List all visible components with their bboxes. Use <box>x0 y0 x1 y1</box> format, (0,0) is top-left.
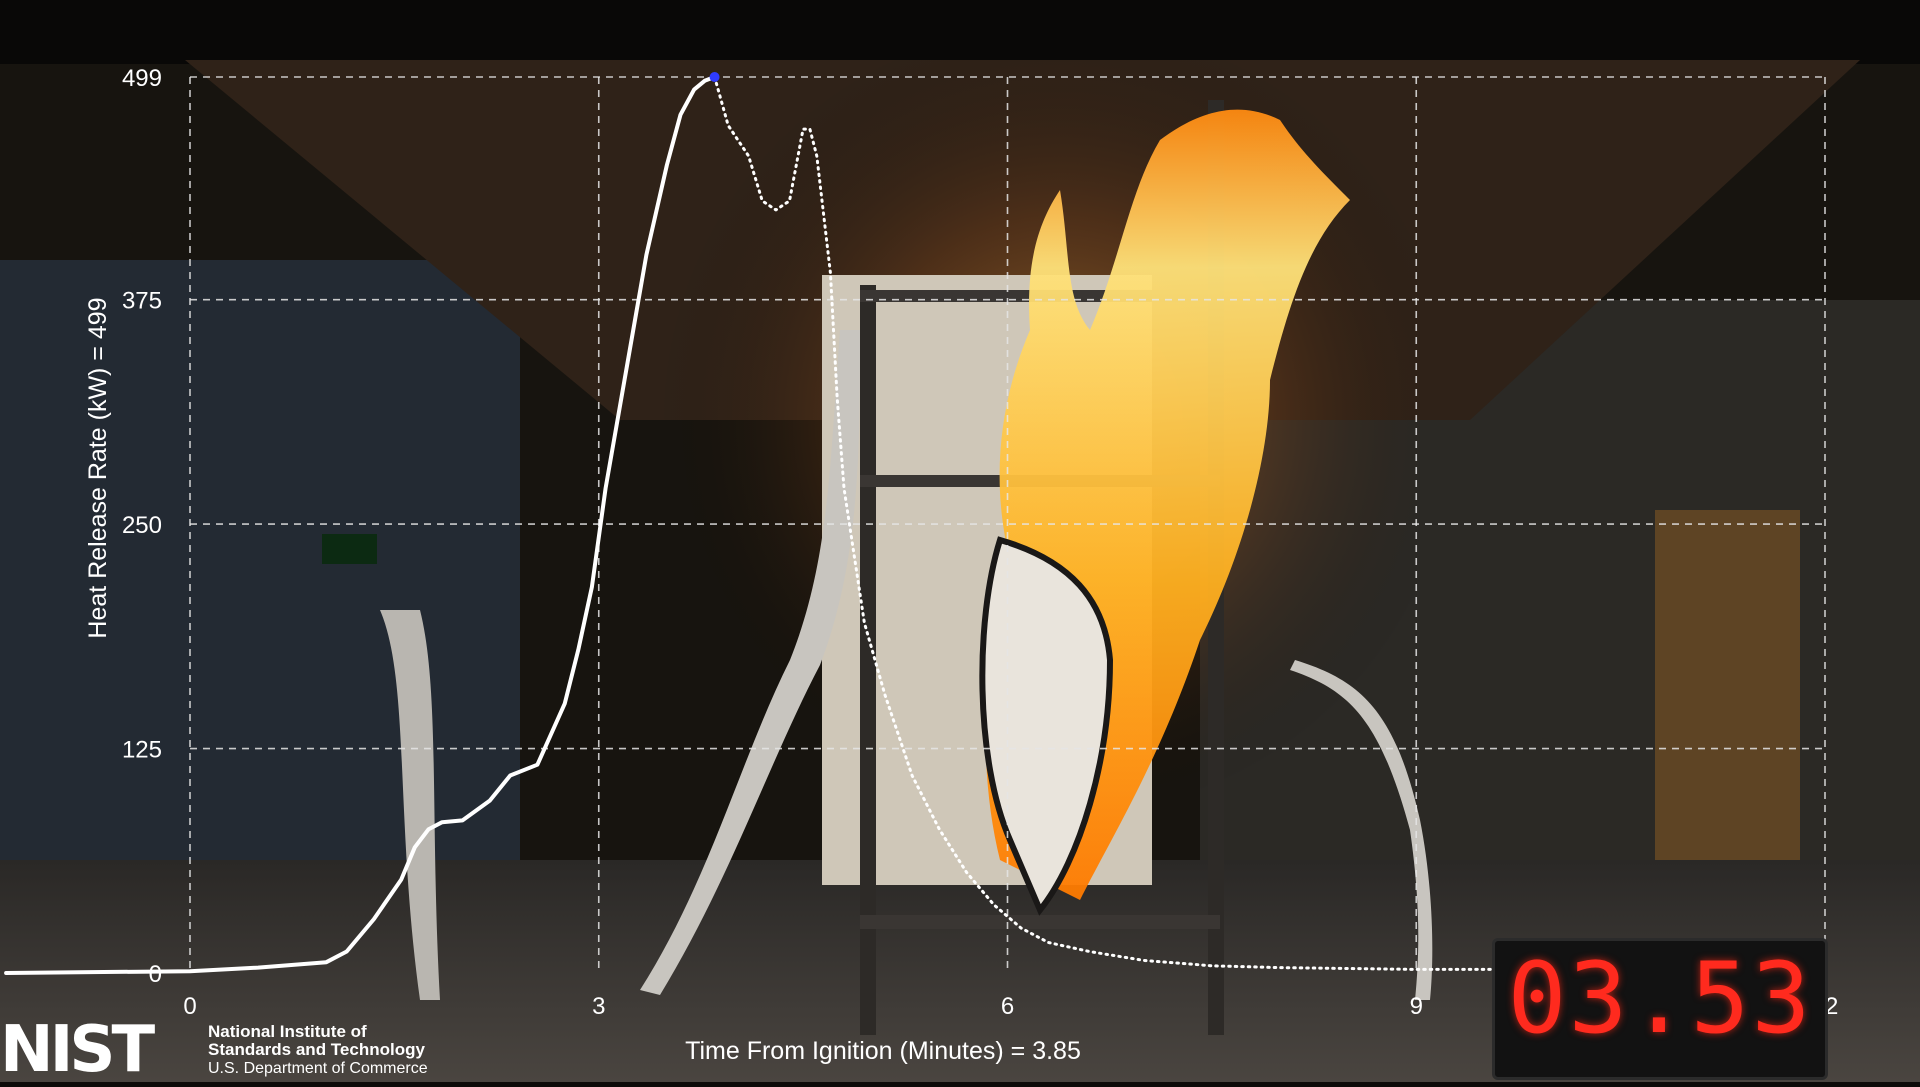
nist-logo-line-2: Standards and Technology <box>208 1040 425 1059</box>
y-tick-label-4: 499 <box>122 65 162 92</box>
chart-grid <box>189 76 1826 973</box>
burning-item <box>979 536 1114 916</box>
y-axis-title: Heat Release Rate (kW) = 499 <box>84 297 112 638</box>
shelf-base <box>860 915 1220 929</box>
y-tick-label-0: 0 <box>149 961 162 988</box>
shelf-post-left <box>860 285 876 1035</box>
hood-top <box>0 0 1920 64</box>
nist-logo: NIST National Institute of Standards and… <box>0 1018 440 1082</box>
y-tick-label-1: 125 <box>122 737 162 764</box>
monitor-display <box>322 534 377 564</box>
digital-timer: 03.53 <box>1492 938 1828 1080</box>
chart-series <box>4 72 1827 975</box>
foil-wrap-left <box>380 610 440 1000</box>
door <box>1655 510 1800 860</box>
nist-logo-line-1: National Institute of <box>208 1022 367 1041</box>
nist-logo-line-3: U.S. Department of Commerce <box>208 1060 428 1077</box>
nist-logo-mark: NIST <box>0 1013 155 1087</box>
chart-tick-labels: 0369120125250375499 <box>122 65 1838 1020</box>
current-point-marker <box>709 72 720 82</box>
x-tick-label-3: 9 <box>1410 993 1423 1020</box>
y-tick-label-3: 375 <box>122 288 162 315</box>
y-tick-label-2: 250 <box>122 512 162 539</box>
timer-display: 03.53 <box>1507 942 1813 1056</box>
x-axis-title: Time From Ignition (Minutes) = 3.85 <box>685 1037 1081 1065</box>
x-tick-label-2: 6 <box>1001 993 1014 1020</box>
series-measured-line <box>4 75 717 975</box>
x-tick-label-1: 3 <box>592 993 605 1020</box>
x-tick-label-0: 0 <box>183 993 196 1020</box>
foil-wrap-right <box>1290 660 1433 1000</box>
series-projected-line <box>713 75 1827 973</box>
